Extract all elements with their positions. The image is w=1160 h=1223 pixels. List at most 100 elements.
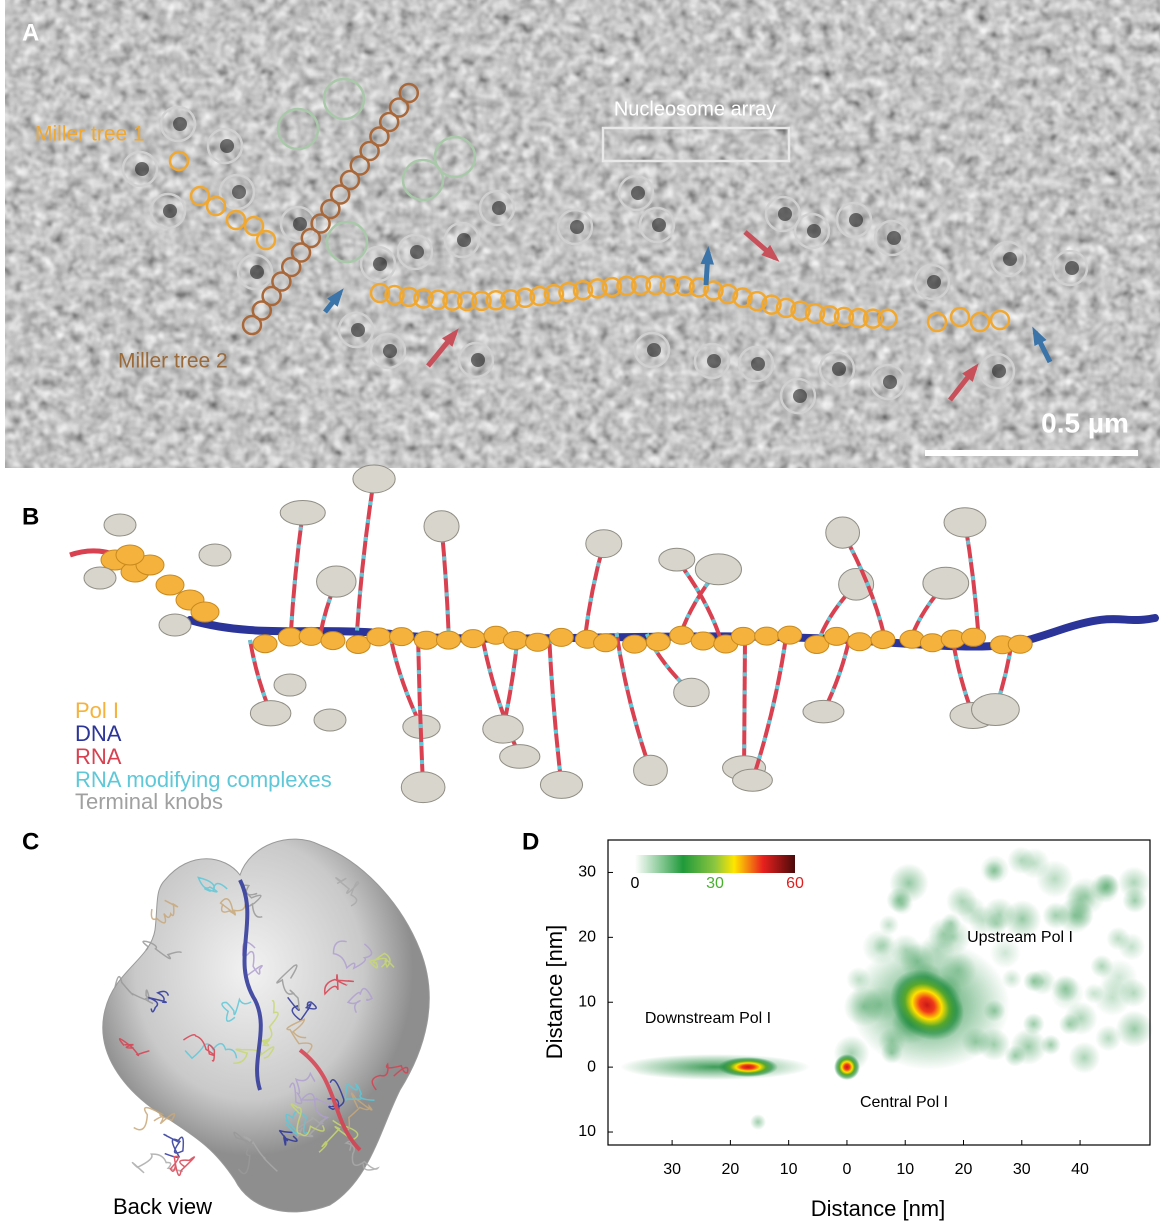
density-cloud <box>889 863 928 902</box>
panel-label: A <box>22 19 39 46</box>
density-hotspot <box>834 1054 860 1080</box>
density-cloud <box>1041 1035 1061 1055</box>
particle <box>457 233 471 247</box>
terminal-knob <box>314 709 346 731</box>
colorbar-tick-label: 30 <box>706 875 724 892</box>
particle <box>631 186 645 200</box>
particle <box>163 204 177 218</box>
particle <box>351 323 365 337</box>
x-tick-label: 20 <box>721 1161 739 1178</box>
panel-label: C <box>22 828 39 855</box>
density-cloud <box>1118 866 1150 898</box>
density-cloud <box>1106 927 1130 951</box>
pol-i <box>461 630 485 648</box>
y-tick-label: 0 <box>587 1058 596 1075</box>
terminal-knob <box>733 769 773 791</box>
pol-i <box>549 628 573 646</box>
pol-i <box>731 627 755 645</box>
pol-i <box>116 545 144 565</box>
density-cloud <box>1007 846 1035 874</box>
y-tick-label: 10 <box>578 993 596 1010</box>
y-tick-label: 10 <box>578 1123 596 1140</box>
density-cloud <box>879 915 899 935</box>
density-cloud <box>1100 959 1138 997</box>
particle <box>778 207 792 221</box>
particle <box>173 117 187 131</box>
pol-i <box>390 628 414 646</box>
particle <box>883 375 897 389</box>
terminal-knob <box>923 567 969 599</box>
annotation: Upstream Pol I <box>967 929 1073 946</box>
density-cloud <box>1036 860 1074 898</box>
scale-label: 0.5 µm <box>1041 407 1129 438</box>
panel-a: Nucleosome array Miller tree 1 Miller tr… <box>5 0 1160 468</box>
density-cloud <box>1057 897 1093 933</box>
pol-i <box>778 626 802 644</box>
x-tick-label: 30 <box>1013 1161 1031 1178</box>
terminal-knob <box>500 745 540 769</box>
particle <box>849 213 863 227</box>
x-tick-label: 10 <box>896 1161 914 1178</box>
panel-label: D <box>522 828 539 855</box>
particle <box>707 354 721 368</box>
particle <box>992 364 1006 378</box>
particle <box>887 231 901 245</box>
annotation: Central Pol I <box>860 1094 948 1111</box>
figure: Nucleosome array Miller tree 1 Miller tr… <box>0 0 1160 1223</box>
pol-i <box>1008 635 1032 653</box>
terminal-knob <box>424 511 459 542</box>
terminal-knob <box>826 517 860 548</box>
density-cloud <box>1090 873 1120 903</box>
colorbar-tick-label: 60 <box>786 875 804 892</box>
terminal-knob <box>483 715 524 743</box>
legend-entry: Terminal knobs <box>75 789 223 814</box>
annotation: Miller tree 1 <box>35 123 145 146</box>
particle <box>383 344 397 358</box>
panel-b: B Pol I DNA RNA RNA modifying complexes … <box>22 465 1155 814</box>
pol-i <box>436 631 460 649</box>
pol-i <box>825 627 849 645</box>
terminal-knob <box>317 566 356 597</box>
pol-i <box>646 633 670 651</box>
pol-i <box>594 634 618 652</box>
density-cloud <box>1023 1013 1045 1035</box>
y-axis-label: Distance [nm] <box>542 925 567 1060</box>
pol-i <box>156 575 184 595</box>
pol-i <box>871 631 895 649</box>
page: Nucleosome array Miller tree 1 Miller tr… <box>0 0 1160 1223</box>
particle <box>832 362 846 376</box>
pol-i <box>526 633 550 651</box>
terminal-knob <box>401 772 445 803</box>
terminal-knob <box>159 614 191 636</box>
colorbar <box>635 855 795 873</box>
density-hotspot <box>718 1057 778 1077</box>
x-tick-label: 10 <box>780 1161 798 1178</box>
protein-chain <box>164 1134 183 1157</box>
pol-i <box>900 630 924 648</box>
terminal-knob <box>199 544 231 566</box>
particle <box>1003 252 1017 266</box>
particle <box>471 353 485 367</box>
caption: Back view <box>113 1194 212 1219</box>
pol-i <box>961 628 985 646</box>
panel-label: B <box>22 503 39 530</box>
y-tick-label: 30 <box>578 864 596 881</box>
protein-chain <box>170 1156 194 1175</box>
particle <box>751 357 765 371</box>
particle <box>250 265 264 279</box>
pol-i <box>503 631 527 649</box>
density-cloud <box>750 1114 766 1130</box>
particle <box>410 245 424 259</box>
terminal-knob <box>944 508 986 537</box>
terminal-knob <box>353 465 395 493</box>
annotation: Nucleosome array <box>614 98 776 120</box>
density-cloud <box>1023 970 1045 992</box>
annotation: Downstream Pol I <box>645 1010 771 1027</box>
terminal-knob <box>84 567 116 589</box>
particle <box>373 257 387 271</box>
terminal-knob <box>674 678 710 706</box>
particle <box>135 162 149 176</box>
pol-i <box>253 635 277 653</box>
x-tick-label: 40 <box>1071 1161 1089 1178</box>
micrograph-texture <box>5 0 1160 468</box>
